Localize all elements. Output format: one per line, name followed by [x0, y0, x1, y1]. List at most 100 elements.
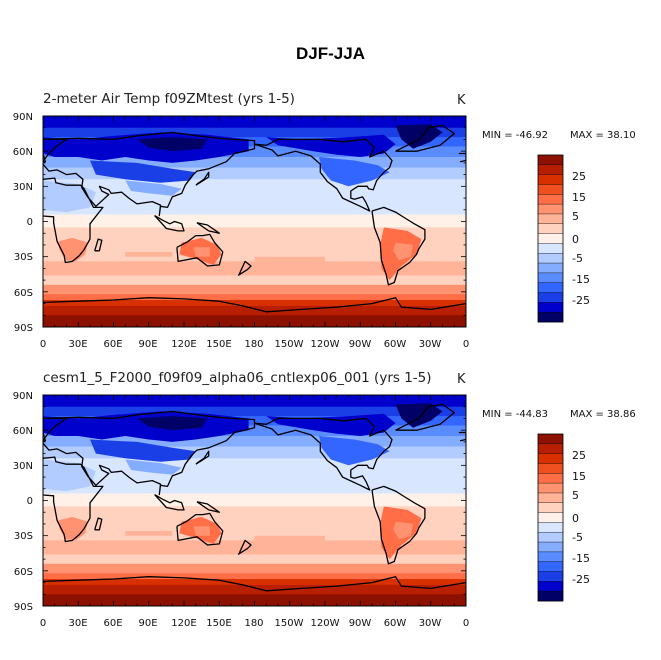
temperature-band	[43, 157, 466, 169]
colorbar-label: 15	[572, 191, 586, 204]
panel-2-colorbar-labels: 25 15 5 0 -5 -15 -25	[572, 449, 590, 586]
colorbar-swatch	[538, 223, 563, 234]
colorbar-swatch	[538, 233, 563, 244]
lat-label: 90S	[14, 602, 33, 613]
land-temperature-region	[266, 134, 396, 157]
colorbar-swatch	[538, 164, 563, 175]
coastline	[43, 576, 466, 592]
land-temperature-region	[254, 256, 325, 262]
coastline	[94, 517, 103, 531]
colorbar-frame	[537, 154, 564, 323]
temperature-band	[43, 300, 466, 307]
lat-label: 60N	[13, 147, 33, 158]
colorbar-label: 25	[572, 449, 586, 462]
colorbar-swatch	[538, 502, 563, 513]
colorbar-swatch	[538, 272, 563, 284]
colorbar-label: -15	[572, 273, 590, 286]
land-temperature-region	[319, 157, 390, 187]
colorbar-swatch	[538, 561, 563, 572]
coastline	[371, 206, 426, 286]
colorbar-label: 5	[572, 210, 579, 223]
temperature-band	[43, 479, 466, 494]
lon-label: 120W	[311, 618, 340, 629]
land-temperature-region	[90, 160, 196, 183]
temperature-band	[43, 436, 466, 448]
colorbar-label: -5	[572, 252, 583, 265]
lon-label: 30W	[419, 618, 442, 629]
lon-label: 30E	[68, 339, 87, 350]
lon-label: 150E	[206, 339, 231, 350]
colorbar-swatch	[538, 243, 563, 254]
temperature-band	[43, 305, 466, 316]
colorbar-label: -15	[572, 552, 590, 565]
colorbar-swatch	[538, 204, 563, 215]
land-temperature-region	[137, 137, 208, 152]
land-temperature-region	[395, 403, 443, 428]
lon-label: 150W	[275, 618, 304, 629]
land-temperature-region	[393, 242, 414, 261]
lat-label: 90N	[13, 391, 33, 402]
lat-label: 30S	[14, 252, 33, 263]
coastline	[176, 512, 224, 546]
coastline	[43, 131, 256, 217]
land-temperature-region	[137, 416, 208, 431]
colorbar-label: 5	[572, 489, 579, 502]
coastline	[254, 138, 393, 212]
temperature-band	[43, 579, 466, 586]
coastline	[43, 152, 47, 163]
panel-1-min-text: MIN = -46.92	[482, 130, 548, 141]
panel-1-colorbar-labels: 25 15 5 0 -5 -15 -25	[572, 170, 590, 307]
colorbar-swatch	[538, 434, 563, 445]
lat-label: 60N	[13, 426, 33, 437]
lon-label: 90W	[349, 339, 372, 350]
lat-label: 90N	[13, 112, 33, 123]
lon-label: 60W	[384, 339, 407, 350]
colorbar-label: -5	[572, 531, 583, 544]
lon-label: 90E	[138, 339, 157, 350]
colorbar-swatch	[538, 532, 563, 543]
temperature-band	[43, 261, 466, 276]
land-temperature-region	[125, 180, 182, 196]
panel-2-min-text: MIN = -44.83	[482, 409, 548, 420]
panel-2-map	[43, 395, 466, 606]
lat-label: 30N	[13, 461, 33, 472]
panel-1: 2-meter Air Temp f09ZMtest (yrs 1-5) K 9…	[13, 91, 636, 350]
colorbar-swatch	[538, 522, 563, 533]
land-temperature-region	[58, 237, 88, 262]
coastline	[458, 152, 466, 163]
colorbar-swatch	[538, 263, 563, 274]
temperature-band	[43, 584, 466, 595]
colorbar-swatch	[538, 483, 563, 494]
temperature-band	[43, 127, 466, 138]
land-temperature-region	[193, 526, 210, 536]
lat-label: 30S	[14, 531, 33, 542]
colorbar-swatch	[538, 194, 563, 205]
temperature-band	[43, 214, 466, 228]
land-temperature-region	[90, 439, 196, 462]
colorbar-swatch	[538, 473, 563, 484]
colorbar-swatch	[538, 492, 563, 504]
panel-2-max-text: MAX = 38.86	[570, 409, 636, 420]
temperature-band	[43, 520, 466, 541]
temperature-band	[43, 506, 466, 521]
temperature-band	[43, 573, 466, 580]
colorbar-label: 15	[572, 470, 586, 483]
coastline	[43, 456, 104, 543]
coastline	[43, 177, 104, 264]
coastline	[254, 417, 393, 491]
colorbar-label: -25	[572, 294, 590, 307]
colorbar-label: 25	[572, 170, 586, 183]
lat-label: 60S	[14, 288, 33, 299]
lon-label: 60W	[384, 618, 407, 629]
land-temperature-region	[193, 247, 210, 257]
lon-label: 120E	[171, 339, 196, 350]
colorbar-swatch	[538, 155, 563, 166]
land-temperature-region	[395, 124, 443, 149]
lon-label: 0	[40, 339, 46, 350]
coastline	[237, 539, 252, 555]
panel-2-lon-labels: 0 30E 60E 90E 120E 150E 180 150W 120W 90…	[40, 618, 469, 629]
panel-1-max-text: MAX = 38.10	[570, 130, 636, 141]
temperature-band	[43, 594, 466, 606]
coastline	[43, 297, 466, 313]
coastline	[43, 431, 47, 442]
